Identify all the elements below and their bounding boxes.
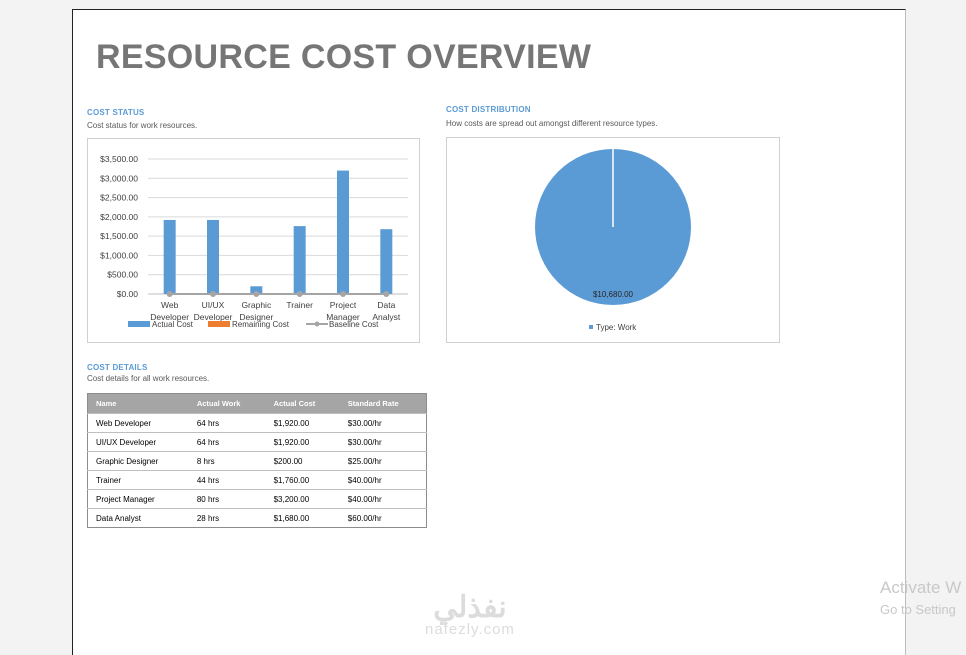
bar-actual-cost: [207, 219, 219, 294]
table-cell: $1,920.00: [265, 413, 340, 433]
y-tick-label: $1,500.00: [100, 231, 138, 241]
table-cell: $25.00/hr: [339, 451, 427, 471]
table-row: Web Developer 64 hrs $1,920.00 $30.00/hr: [87, 413, 427, 433]
activate-line-1: Activate W: [880, 578, 962, 597]
cost-status-description: Cost status for work resources.: [87, 121, 198, 130]
table-cell: $30.00/hr: [339, 413, 427, 433]
baseline-cost-point: [296, 291, 303, 297]
table-row: UI/UX Developer 64 hrs $1,920.00 $30.00/…: [87, 432, 427, 452]
bar-actual-cost: [337, 170, 349, 294]
logo-latin-text: nafezly.com: [425, 621, 515, 638]
bar-actual-cost: [250, 286, 263, 294]
x-tick-label: Project: [330, 300, 357, 310]
column-header: Standard Rate: [339, 393, 427, 414]
x-tick-label: Trainer: [286, 300, 313, 310]
legend-swatch-actual-cost: [128, 321, 150, 327]
x-tick-label: Analyst: [372, 312, 401, 322]
cost-status-chart[interactable]: $0.00 $500.00 $1,000.00 $1,500.00 $2,000.00 $…: [87, 138, 420, 343]
logo-arabic-text: نفذلي: [433, 591, 507, 624]
table-cell: 64 hrs: [188, 413, 266, 433]
table-cell: $3,200.00: [265, 489, 340, 509]
report-page: RESOURCE COST OVERVIEW COST STATUS Cost …: [72, 9, 906, 655]
legend-marker-baseline-cost: [314, 321, 320, 327]
table-cell: 80 hrs: [188, 489, 266, 509]
y-tick-label: $2,000.00: [100, 212, 138, 222]
column-header: Actual Cost: [265, 393, 340, 414]
baseline-cost-point: [340, 291, 346, 297]
legend-swatch-type-work: [589, 325, 593, 329]
table-cell: $200.00: [265, 451, 340, 471]
table-cell: 44 hrs: [188, 470, 266, 490]
bar-actual-cost: [293, 226, 306, 294]
cost-distribution-chart[interactable]: $10,680.00 Type: Work: [446, 137, 780, 343]
table-cell: UI/UX Developer: [87, 432, 189, 452]
pie-data-label: $10,680.00: [593, 290, 634, 299]
baseline-cost-point: [166, 291, 173, 297]
table-cell: $30.00/hr: [339, 432, 427, 452]
x-tick-label: Designer: [239, 312, 273, 322]
cost-distribution-description: How costs are spread out amongst differe…: [446, 119, 658, 128]
baseline-cost-point: [210, 291, 216, 297]
page-title: RESOURCE COST OVERVIEW: [96, 38, 592, 76]
activate-windows-watermark: Activate W Go to Setting: [880, 578, 961, 617]
x-tick-label: UI/UX: [202, 300, 225, 310]
y-tick-label: $3,000.00: [100, 173, 138, 183]
x-tick-label: Manager: [326, 312, 360, 322]
cost-status-heading: COST STATUS: [87, 108, 145, 117]
table-cell: Graphic Designer: [87, 451, 189, 471]
legend-label-type-work: Type: Work: [596, 323, 637, 332]
table-cell: $1,920.00: [265, 432, 340, 452]
table-cell: 28 hrs: [188, 508, 266, 528]
column-header: Actual Work: [188, 393, 266, 414]
table-cell: $40.00/hr: [339, 470, 427, 490]
legend-label-remaining-cost: Remaining Cost: [232, 320, 290, 329]
table-row: Data Analyst 28 hrs $1,680.00 $60.00/hr: [87, 508, 427, 528]
bar-actual-cost: [163, 219, 176, 294]
cost-distribution-heading: COST DISTRIBUTION: [446, 105, 531, 114]
table-cell: Web Developer: [87, 413, 189, 433]
legend-swatch-remaining-cost: [208, 321, 230, 327]
table-cell: $1,680.00: [265, 508, 340, 528]
y-tick-label: $0.00: [117, 289, 139, 299]
cost-details-heading: COST DETAILS: [87, 363, 148, 372]
cost-details-table: Name Actual Work Actual Cost Standard Ra…: [87, 393, 427, 528]
column-header: Name: [87, 393, 189, 414]
table-cell: Trainer: [87, 470, 189, 490]
y-tick-label: $3,500.00: [100, 154, 138, 164]
bar-actual-cost: [380, 229, 393, 294]
activate-line-2: Go to Setting: [880, 602, 956, 617]
x-tick-label: Graphic: [241, 300, 272, 310]
table-cell: $40.00/hr: [339, 489, 427, 509]
cost-distribution-pie-chart: $10,680.00 Type: Work: [535, 149, 691, 332]
table-cell: $1,760.00: [265, 470, 340, 490]
table-row: Graphic Designer 8 hrs $200.00 $25.00/hr: [87, 451, 427, 471]
table-cell: 64 hrs: [188, 432, 266, 452]
table-cell: Data Analyst: [87, 508, 189, 528]
y-tick-label: $2,500.00: [100, 193, 138, 203]
cost-status-bar-chart: $0.00 $500.00 $1,000.00 $1,500.00 $2,000.00 $…: [100, 154, 408, 329]
baseline-cost-point: [253, 291, 260, 297]
table-header-row: Name Actual Work Actual Cost Standard Ra…: [87, 393, 427, 414]
table-cell: $60.00/hr: [339, 508, 427, 528]
y-tick-label: $500.00: [107, 270, 138, 280]
table-cell: Project Manager: [87, 489, 189, 509]
table-cell: 8 hrs: [188, 451, 266, 471]
cost-details-description: Cost details for all work resources.: [87, 374, 210, 383]
x-tick-label: Developer: [150, 312, 189, 322]
baseline-cost-point: [383, 291, 390, 297]
x-tick-label: Developer: [194, 312, 233, 322]
legend-label-baseline-cost: Baseline Cost: [329, 320, 379, 329]
table-row: Trainer 44 hrs $1,760.00 $40.00/hr: [87, 470, 427, 490]
table-row: Project Manager 80 hrs $3,200.00 $40.00/…: [87, 489, 427, 509]
x-tick-label: Data: [377, 300, 395, 310]
legend-label-actual-cost: Actual Cost: [152, 320, 194, 329]
y-tick-label: $1,000.00: [100, 250, 138, 260]
nafezly-logo-watermark: نفذلي nafezly.com: [425, 590, 515, 638]
x-tick-label: Web: [161, 300, 179, 310]
